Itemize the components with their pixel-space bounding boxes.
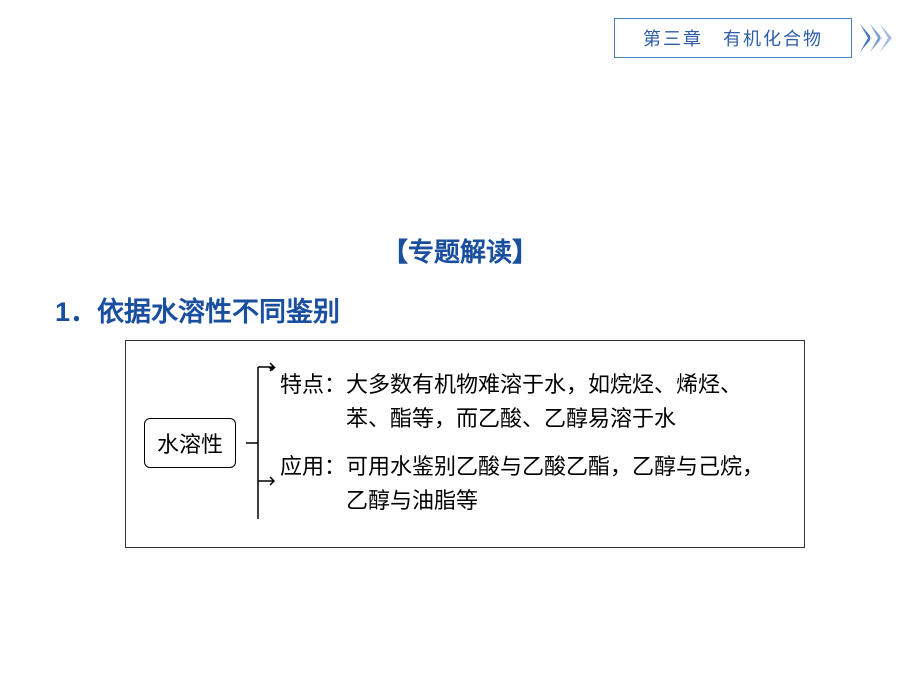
chapter-banner: 第三章 有机化合物 xyxy=(614,18,892,58)
diagram-item: 特点： 大多数有机物难溶于水，如烷烃、烯烃、苯、酯等，而乙酸、乙醇易溶于水 xyxy=(280,368,786,436)
item-text: 可用水鉴别乙酸与乙酸乙酯，乙醇与己烷，乙醇与油脂等 xyxy=(346,450,786,518)
chevron-icon xyxy=(860,24,892,52)
banner-box: 第三章 有机化合物 xyxy=(614,18,852,58)
concept-diagram: 水溶性 特点： 大多数有机物难溶于水，如烷烃、烯烃、苯、酯等，而乙酸、乙醇易溶于… xyxy=(125,340,805,548)
diagram-content: 特点： 大多数有机物难溶于水，如烷烃、烯烃、苯、酯等，而乙酸、乙醇易溶于水 应用… xyxy=(280,368,786,518)
banner-text: 第三章 有机化合物 xyxy=(643,29,823,49)
bracket-icon xyxy=(242,353,276,533)
item-label: 特点： xyxy=(280,368,346,436)
item-text: 大多数有机物难溶于水，如烷烃、烯烃、苯、酯等，而乙酸、乙醇易溶于水 xyxy=(346,368,786,436)
diagram-item: 应用： 可用水鉴别乙酸与乙酸乙酯，乙醇与己烷，乙醇与油脂等 xyxy=(280,450,786,518)
item-label: 应用： xyxy=(280,450,346,518)
topic-heading: 1．依据水溶性不同鉴别 xyxy=(55,290,340,329)
section-title: 【专题解读】 xyxy=(0,232,920,269)
diagram-root-label: 水溶性 xyxy=(144,418,236,468)
